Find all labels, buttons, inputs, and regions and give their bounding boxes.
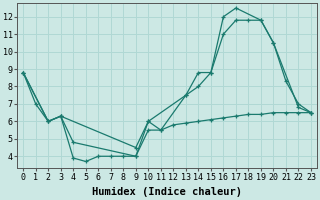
X-axis label: Humidex (Indice chaleur): Humidex (Indice chaleur) — [92, 187, 242, 197]
